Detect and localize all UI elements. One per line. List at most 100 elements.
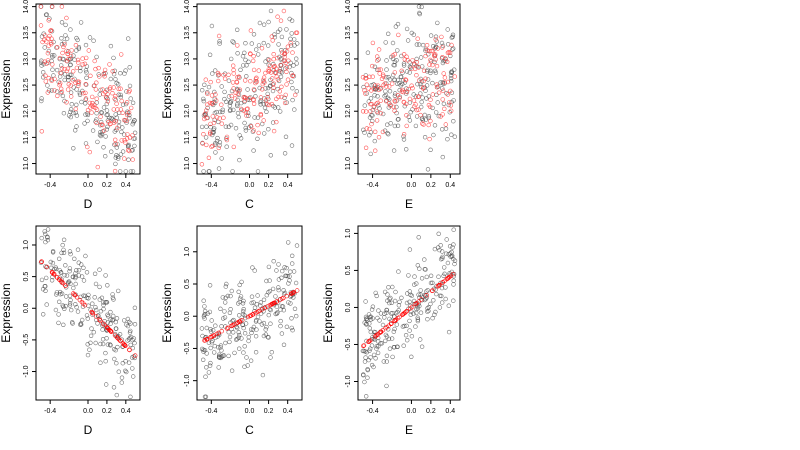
data-point [369,362,375,368]
data-point [424,96,429,101]
data-point [104,336,109,341]
data-point [244,355,249,360]
data-point [66,77,71,83]
data-point [228,293,233,299]
x-tick-label: 0.2 [426,182,436,189]
data-point [440,127,445,132]
data-point [127,115,132,121]
y-tick-label: 11.5 [345,131,352,144]
data-point [72,76,77,82]
data-point [437,305,443,310]
data-point [438,80,443,85]
data-point [215,135,220,141]
x-tick-label: 0.4 [283,408,293,415]
data-point [365,50,371,55]
y-tick-label: -0.5 [345,338,352,350]
data-point [127,65,132,70]
data-point [107,115,112,121]
data-point [250,312,256,317]
data-point [201,96,206,102]
data-point [240,322,245,327]
data-point [289,293,294,298]
data-point [442,265,447,270]
data-point [261,77,266,83]
data-point [364,91,369,96]
data-point [105,283,110,288]
data-point [449,70,454,76]
data-point [97,297,103,302]
data-point [379,76,385,82]
y-axis-title: Expression [160,59,174,118]
data-point [447,100,452,105]
data-point [56,256,62,261]
data-point [449,42,454,48]
data-point [118,92,123,98]
data-point [393,99,398,104]
data-point [401,61,407,66]
y-tick-label: 11.5 [184,131,191,144]
data-point [383,92,388,98]
data-point [202,338,207,343]
data-point [209,318,214,323]
data-point [214,98,219,103]
data-point [214,115,220,120]
data-point [120,102,126,107]
data-point [118,86,123,91]
data-point [114,125,120,131]
data-point [260,372,266,378]
data-point [266,69,271,74]
data-point [87,35,93,40]
data-point [103,350,108,356]
data-point [285,77,291,82]
data-point [68,83,74,88]
data-point [224,281,229,287]
data-point [86,48,92,53]
data-point [412,66,418,72]
data-point [201,298,206,303]
data-point [114,153,119,158]
data-point [122,71,127,76]
data-point [285,273,290,279]
data-point [288,36,293,41]
data-point [237,133,242,138]
data-point [39,277,45,283]
data-point [222,76,228,81]
data-point [52,76,57,82]
data-point [404,147,409,152]
data-point [45,58,51,63]
data-point [237,313,242,318]
data-point [384,383,389,389]
data-point [426,305,431,310]
data-point [101,128,107,133]
data-point [409,293,414,298]
data-point [117,169,123,174]
data-point [113,119,118,124]
data-point [396,269,401,274]
data-point [282,51,287,57]
data-point [226,330,231,335]
data-point [274,66,279,71]
data-point [112,331,118,337]
data-point [393,289,398,295]
data-point [383,89,388,94]
data-point [218,345,223,350]
data-point [401,311,407,316]
data-point [213,150,218,155]
data-point [384,81,389,86]
data-point [388,121,393,126]
data-point [449,69,455,74]
data-point [437,282,442,288]
data-point [66,113,72,118]
data-point [132,118,137,123]
data-point [113,348,118,353]
data-point [202,82,207,88]
data-point [66,56,71,62]
data-point [374,109,380,114]
data-point [417,303,422,309]
data-point [216,345,221,350]
data-point [111,107,117,112]
data-point [200,87,205,93]
data-point [434,84,440,90]
data-point [59,66,65,71]
x-tick-label: 0.2 [264,182,274,189]
